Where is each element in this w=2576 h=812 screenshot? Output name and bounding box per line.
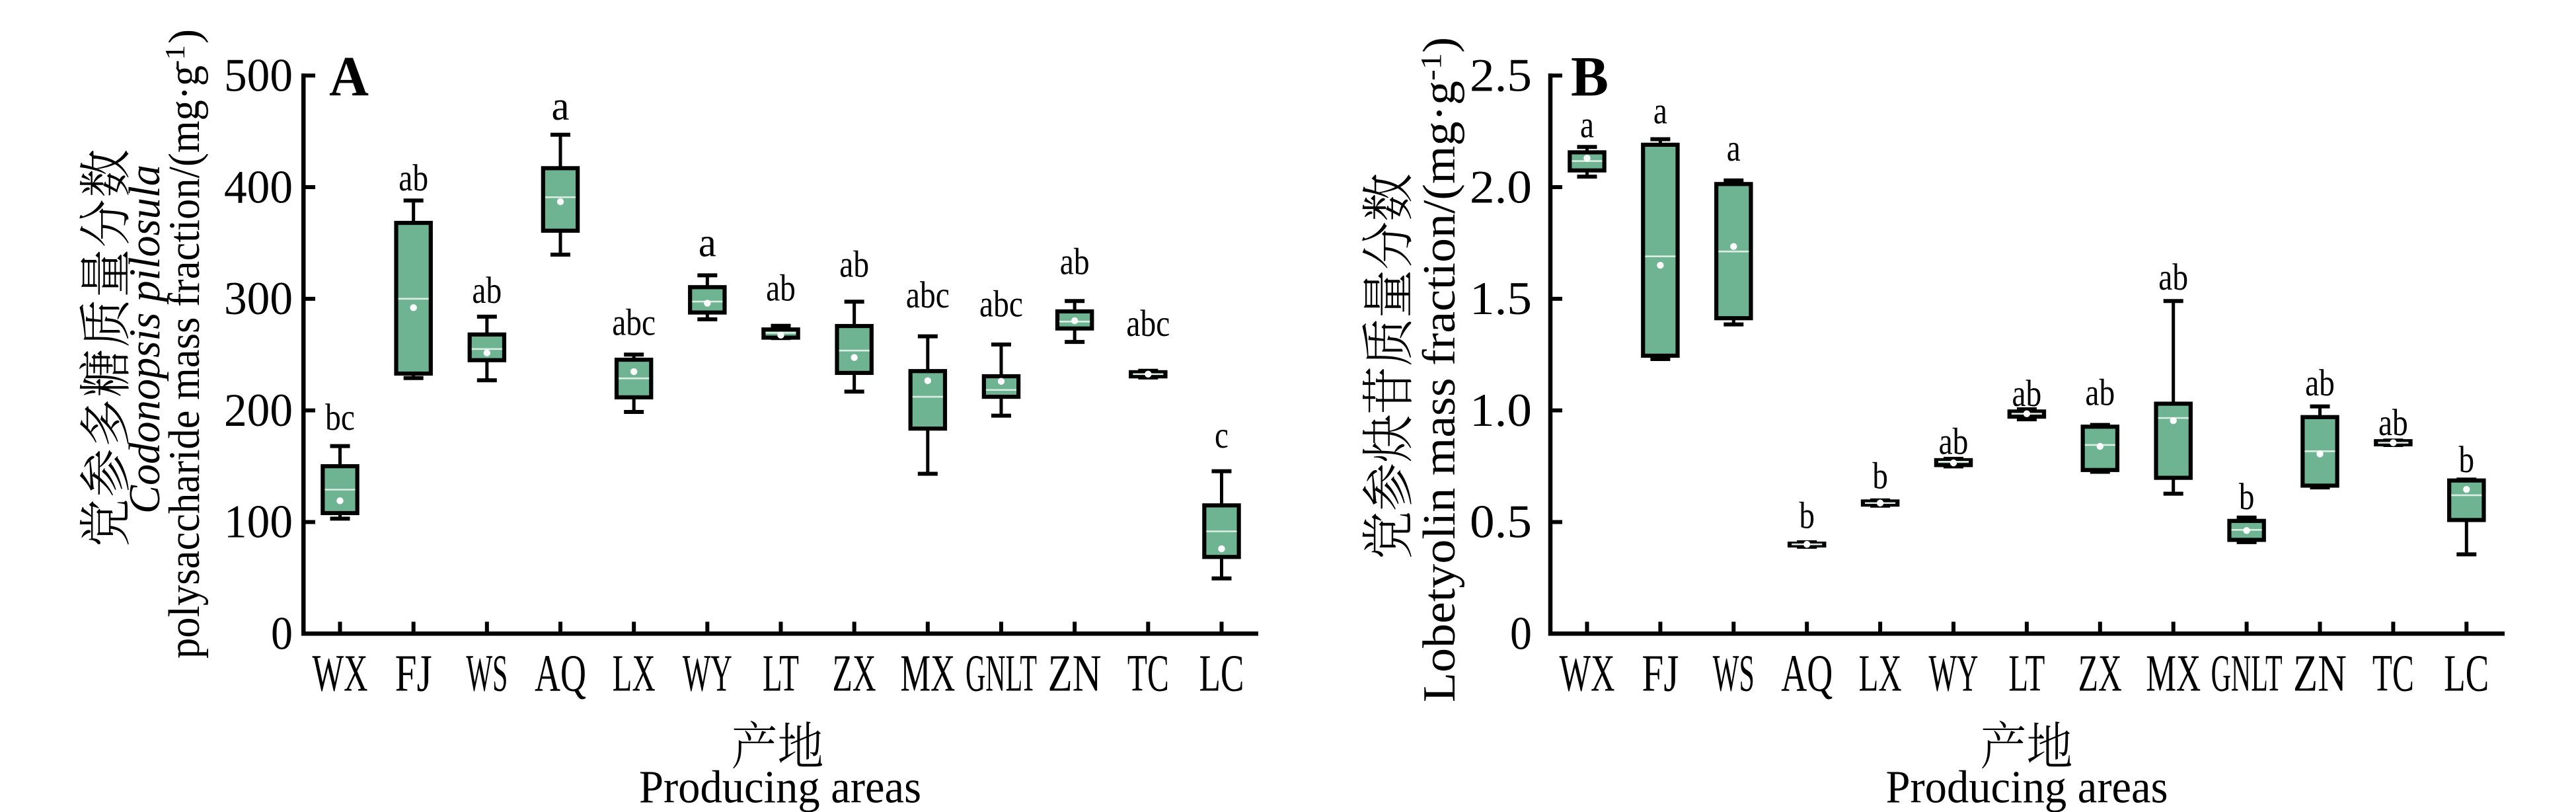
svg-text:A: A: [329, 45, 369, 108]
svg-text:ab: ab: [1939, 421, 1969, 462]
svg-text:100: 100: [224, 497, 293, 548]
svg-text:FJ: FJ: [1642, 645, 1679, 703]
svg-text:Producing areas: Producing areas: [1886, 762, 2168, 812]
svg-text:ZN: ZN: [2293, 645, 2347, 703]
svg-text:AQ: AQ: [535, 645, 586, 703]
svg-text:ZX: ZX: [833, 645, 876, 703]
svg-text:polysaccharide mass fraction/(: polysaccharide mass fraction/(mg·g: [160, 65, 209, 659]
svg-text:): ): [160, 29, 209, 44]
svg-text:WY: WY: [1929, 645, 1979, 703]
svg-text:LC: LC: [1199, 645, 1244, 703]
svg-text:WX: WX: [313, 645, 368, 703]
svg-text:b: b: [2459, 439, 2475, 481]
svg-text:ZN: ZN: [1048, 645, 1102, 703]
svg-text:500: 500: [224, 50, 293, 101]
svg-text:-1: -1: [1415, 53, 1447, 81]
svg-text:2.0: 2.0: [1470, 161, 1532, 213]
svg-text:ab: ab: [2378, 402, 2408, 444]
svg-text:TC: TC: [1127, 645, 1169, 703]
svg-text:c: c: [1215, 415, 1229, 456]
svg-text:LC: LC: [2444, 645, 2489, 703]
svg-text:MX: MX: [900, 645, 955, 703]
svg-text:): ): [1414, 37, 1465, 53]
svg-text:b: b: [2239, 476, 2255, 518]
svg-text:a: a: [1580, 104, 1594, 146]
svg-text:LX: LX: [1859, 645, 1902, 703]
svg-text:-1: -1: [161, 45, 191, 70]
svg-text:ab: ab: [766, 268, 796, 309]
svg-text:b: b: [1799, 495, 1815, 536]
svg-text:Producing areas: Producing areas: [639, 762, 921, 812]
svg-text:bc: bc: [325, 397, 355, 438]
svg-text:TC: TC: [2372, 645, 2414, 703]
svg-text:FJ: FJ: [395, 645, 432, 703]
svg-text:MX: MX: [2146, 645, 2201, 703]
svg-text:WY: WY: [683, 645, 732, 703]
svg-text:0.5: 0.5: [1470, 497, 1532, 548]
svg-text:LX: LX: [613, 645, 656, 703]
svg-text:LT: LT: [2008, 645, 2045, 703]
svg-text:0: 0: [271, 608, 293, 659]
svg-text:LT: LT: [763, 645, 799, 703]
svg-text:a: a: [1727, 128, 1741, 169]
svg-text:2.5: 2.5: [1470, 50, 1532, 101]
svg-text:WX: WX: [1560, 645, 1615, 703]
svg-text:abc: abc: [906, 274, 950, 316]
svg-text:WS: WS: [466, 645, 508, 703]
svg-text:b: b: [1872, 455, 1888, 497]
svg-text:abc: abc: [979, 284, 1023, 325]
svg-text:ab: ab: [1060, 241, 1090, 283]
svg-text:300: 300: [224, 273, 293, 325]
svg-text:ab: ab: [398, 157, 428, 199]
svg-text:WS: WS: [1713, 645, 1755, 703]
svg-text:ab: ab: [2012, 373, 2042, 415]
svg-text:a: a: [552, 84, 570, 129]
svg-text:abc: abc: [1126, 303, 1170, 345]
svg-text:400: 400: [224, 161, 293, 213]
svg-text:GNLT: GNLT: [966, 645, 1037, 703]
svg-text:1.0: 1.0: [1470, 385, 1532, 436]
svg-text:B: B: [1571, 45, 1609, 108]
svg-text:Codonopsis pilosula: Codonopsis pilosula: [120, 165, 169, 514]
svg-text:ab: ab: [2158, 257, 2188, 298]
svg-text:ab: ab: [2085, 372, 2115, 413]
svg-text:0: 0: [1510, 608, 1532, 659]
svg-text:ab: ab: [2305, 362, 2335, 404]
svg-text:abc: abc: [612, 302, 656, 344]
svg-text:200: 200: [224, 385, 293, 436]
svg-text:ab: ab: [472, 270, 502, 311]
svg-text:Lobetyolin mass fraction/(mg·g: Lobetyolin mass fraction/(mg·g: [1414, 81, 1465, 702]
svg-text:GNLT: GNLT: [2211, 645, 2283, 703]
svg-text:1.5: 1.5: [1470, 273, 1532, 325]
svg-text:ZX: ZX: [2078, 645, 2122, 703]
svg-text:AQ: AQ: [1781, 645, 1833, 703]
svg-text:ab: ab: [839, 244, 869, 286]
svg-text:a: a: [699, 221, 716, 266]
svg-text:a: a: [1653, 91, 1667, 132]
